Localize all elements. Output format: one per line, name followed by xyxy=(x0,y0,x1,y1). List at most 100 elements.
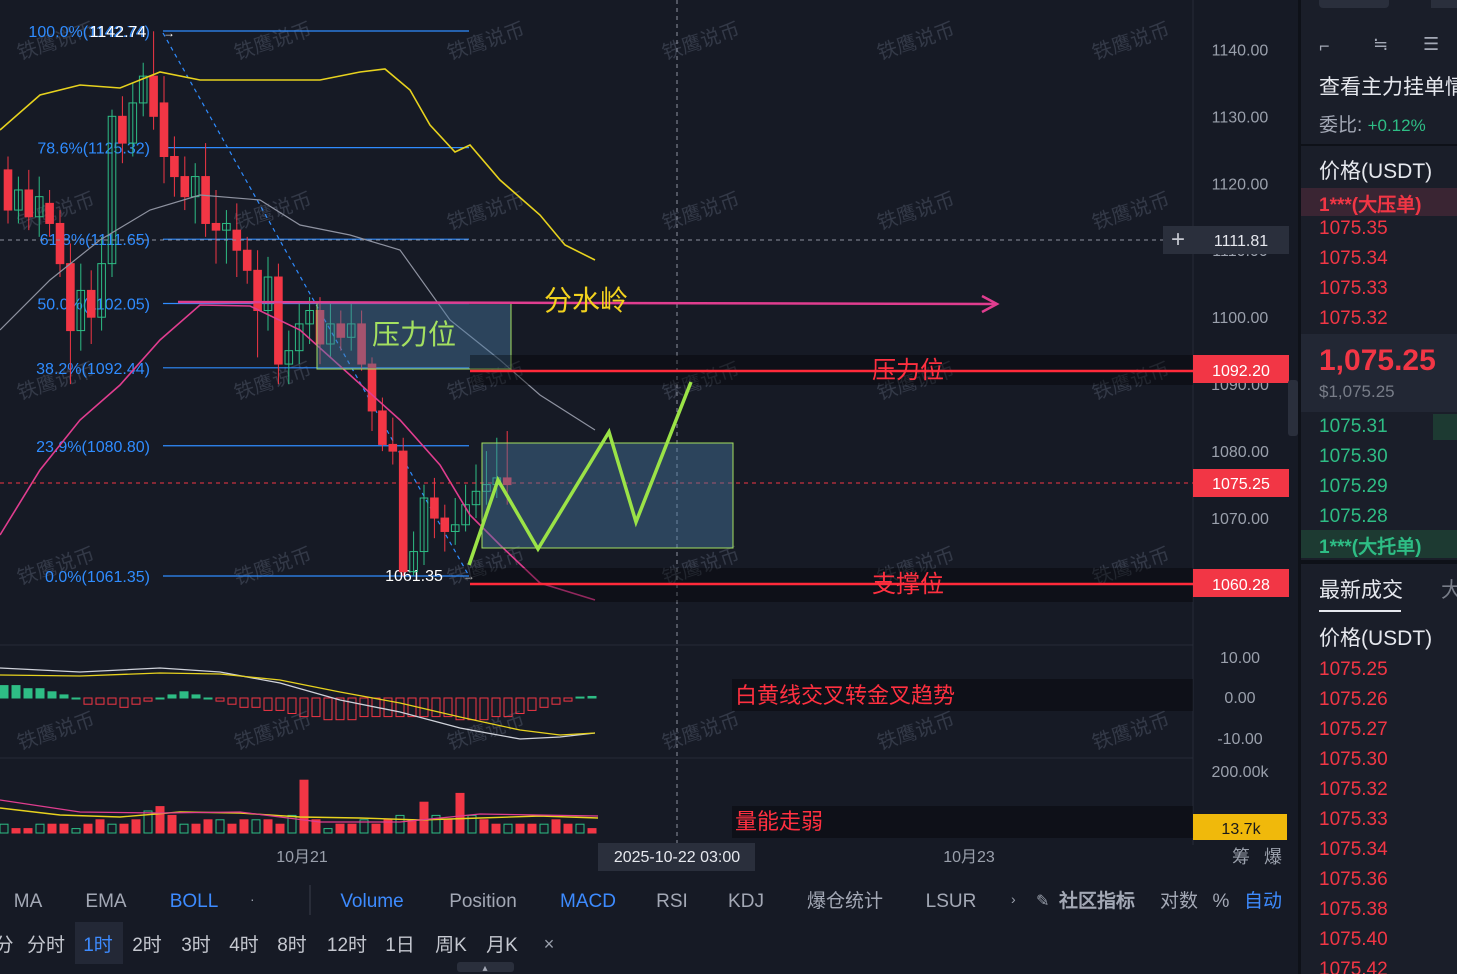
volume-bar xyxy=(395,814,405,834)
latest-trades-tab[interactable]: 最新成交 xyxy=(1319,579,1403,602)
volume-bar xyxy=(371,823,381,834)
trade-price-row[interactable]: 1075.26 xyxy=(1319,689,1388,710)
candle-body xyxy=(242,249,252,271)
interval-1时[interactable]: 1时 xyxy=(83,934,113,956)
orderbook-panel: ⌐ ≒ ☰ 查看主力挂单情 委比: +0.12% 价格(USDT) 1***(大… xyxy=(1298,0,1457,974)
macd-histogram-bar xyxy=(215,697,225,702)
chip-distribution-icon: 筹 xyxy=(1232,847,1250,867)
depth-both-icon[interactable]: ⌐ xyxy=(1319,36,1330,56)
boll-lower xyxy=(0,304,596,601)
liquidation-icon: 爆 xyxy=(1264,847,1282,867)
support-label: 支撑位 xyxy=(872,571,944,598)
trade-price-row[interactable]: 1075.36 xyxy=(1319,869,1388,890)
bid-price-row[interactable]: 1075.29 xyxy=(1319,476,1388,497)
community-edit-icon[interactable]: ✎ xyxy=(1036,893,1049,910)
interval-1日[interactable]: 1日 xyxy=(385,935,415,956)
trade-price-row[interactable]: 1075.25 xyxy=(1319,659,1388,680)
trade-price-row[interactable]: 1075.30 xyxy=(1319,749,1388,770)
interval-3时[interactable]: 3时 xyxy=(181,934,211,956)
main-orders-title[interactable]: 查看主力挂单情 xyxy=(1319,76,1457,99)
indicator-tab-rsi[interactable]: RSI xyxy=(656,891,688,912)
macd-histogram-bar xyxy=(515,697,525,714)
trade-price-row[interactable]: 1075.27 xyxy=(1319,719,1388,740)
macd-histogram-bar xyxy=(275,697,285,711)
indicator-tab-自动[interactable]: 自动 xyxy=(1244,890,1282,912)
panel-collapse-handle[interactable] xyxy=(1288,380,1298,436)
indicator-tab-社区指标[interactable]: 社区指标 xyxy=(1058,889,1135,912)
trade-price-row[interactable]: 1075.33 xyxy=(1319,809,1388,830)
indicator-tab-ma[interactable]: MA xyxy=(14,891,43,912)
bid-price-row[interactable]: 1075.31 xyxy=(1319,416,1388,437)
interval-分时[interactable]: 分时 xyxy=(27,934,65,956)
macd-histogram-bar xyxy=(359,697,369,718)
ask-price-row[interactable]: 1075.33 xyxy=(1319,278,1388,299)
interval-4时[interactable]: 4时 xyxy=(229,934,259,956)
indicator-tab-%[interactable]: % xyxy=(1213,891,1230,912)
trade-price-row[interactable]: 1075.38 xyxy=(1319,899,1388,920)
candles-layer xyxy=(3,31,512,576)
volume-bar xyxy=(347,823,357,834)
panel-tab-stub[interactable] xyxy=(1319,0,1389,8)
volume-bar xyxy=(287,814,297,834)
ask-price-row[interactable]: 1075.32 xyxy=(1319,308,1388,329)
volume-bar xyxy=(167,814,177,834)
indicator-tab-kdj[interactable]: KDJ xyxy=(728,891,764,912)
volume-bar xyxy=(179,823,189,834)
trade-price-row[interactable]: 1075.40 xyxy=(1319,929,1388,950)
indicator-tab-macd[interactable]: MACD xyxy=(560,891,616,912)
indicator-tab-lsur[interactable]: LSUR xyxy=(926,891,977,912)
interval-2时[interactable]: 2时 xyxy=(132,934,162,956)
volume-bar xyxy=(407,819,417,834)
trade-price-row[interactable]: 1075.42 xyxy=(1319,959,1388,974)
interval-12时[interactable]: 12时 xyxy=(327,934,367,956)
volume-bar xyxy=(155,806,165,834)
volume-pane xyxy=(0,779,599,834)
kline-chart[interactable]: 铁鹰说币 铁鹰说币 铁鹰说币 铁鹰说币 铁鹰说币 铁鹰说币 铁鹰说币 铁鹰说币 铁鹰说币 铁鹰说币… xyxy=(0,0,1295,974)
ask-price-row[interactable]: 1075.35 xyxy=(1319,218,1388,239)
bid-price-row[interactable]: 1075.28 xyxy=(1319,506,1388,527)
resistance-label: 压力位 xyxy=(872,357,944,384)
high-marker-arrow: → xyxy=(163,26,175,40)
macd-histogram-bar xyxy=(179,691,189,699)
macd-histogram-bar xyxy=(35,688,45,699)
interval-周K[interactable]: 周K xyxy=(435,935,467,956)
depth-bids-icon[interactable]: ≒ xyxy=(1373,34,1389,54)
macd-histogram-bar xyxy=(227,697,237,705)
price-tick-label: 1080.00 xyxy=(1211,444,1269,461)
fib-label: 61.8%(1111.65) xyxy=(40,232,150,249)
interval-8时[interactable]: 8时 xyxy=(277,934,307,956)
big-bid-label[interactable]: 1***(大托单) xyxy=(1319,537,1422,558)
support-axis-box xyxy=(1193,569,1289,597)
volume-bar xyxy=(587,828,597,834)
trade-price-row[interactable]: 1075.32 xyxy=(1319,779,1388,800)
indicator-tab-position[interactable]: Position xyxy=(449,891,517,912)
candle-body xyxy=(97,263,106,318)
volume-bar xyxy=(119,823,129,834)
large-trades-tab[interactable]: 大额 xyxy=(1441,574,1457,604)
toolbar-area xyxy=(0,874,1295,974)
trade-price-row[interactable]: 1075.34 xyxy=(1319,839,1388,860)
indicator-tab-爆仓统计[interactable]: 爆仓统计 xyxy=(807,890,883,912)
crosshair-price-box xyxy=(1193,226,1289,254)
macd-histogram-bar xyxy=(395,697,405,718)
close-intervals-icon[interactable]: × xyxy=(544,934,555,954)
panel-tab-stub[interactable] xyxy=(1431,0,1457,8)
indicator-tab-对数[interactable]: 对数 xyxy=(1160,890,1198,912)
macd-histogram-bar xyxy=(131,697,141,705)
ask-price-row[interactable]: 1075.34 xyxy=(1319,248,1388,269)
high-marker-label: 1142.74 xyxy=(90,24,147,41)
indicator-tab-volume[interactable]: Volume xyxy=(340,891,403,912)
indicator-tab-boll[interactable]: BOLL xyxy=(170,891,219,912)
bid-ask-ratio: 委比: +0.12% xyxy=(1319,110,1426,137)
low-marker-label: 1061.35 xyxy=(385,568,443,585)
volume-bar xyxy=(239,819,249,834)
price-tick-label: 1120.00 xyxy=(1212,176,1269,193)
interval-月K[interactable]: 月K xyxy=(486,935,518,956)
macd-histogram-bar xyxy=(539,697,549,708)
bid-price-row[interactable]: 1075.30 xyxy=(1319,446,1388,467)
big-ask-label[interactable]: 1***(大压单) xyxy=(1319,195,1422,216)
interval-分[interactable]: 分 xyxy=(0,934,14,956)
indicator-tab-ema[interactable]: EMA xyxy=(85,891,127,912)
depth-list-icon[interactable]: ☰ xyxy=(1423,34,1440,54)
